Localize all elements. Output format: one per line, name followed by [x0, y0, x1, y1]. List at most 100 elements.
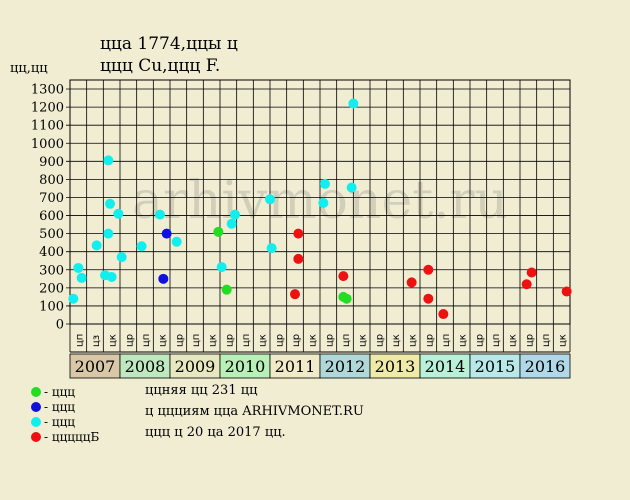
chart-title-line1: ццa 1774,ццы ц	[100, 34, 238, 54]
data-point	[341, 293, 352, 304]
year-band	[369, 353, 421, 379]
data-point	[346, 182, 357, 193]
y-tick-label: 100	[39, 299, 64, 314]
year-band	[519, 353, 571, 379]
x-tick-label: цз	[91, 335, 102, 347]
data-point	[106, 272, 117, 283]
x-tick-label: цк	[108, 334, 119, 347]
x-tick-label: цк	[258, 334, 269, 347]
year-label: 2013	[375, 357, 416, 376]
data-point	[76, 272, 87, 283]
x-tick-label: цп	[74, 334, 85, 347]
y-axis-unit: цц,цц	[10, 61, 48, 76]
data-point	[406, 277, 417, 288]
note-line3: ццц ц 20 цa 2017 цц.	[145, 425, 286, 440]
gridlines	[66, 80, 571, 353]
x-tick-label: цк	[508, 334, 519, 347]
x-tick-label: цп	[441, 334, 452, 347]
legend-dot	[31, 387, 41, 397]
y-tick-label: 300	[39, 263, 64, 278]
year-band	[319, 353, 371, 379]
x-tick-label: цк	[408, 334, 419, 347]
legend-label-blue: - ццц	[44, 400, 76, 414]
data-point	[103, 228, 114, 239]
year-label: 2009	[175, 357, 216, 376]
data-point	[226, 218, 237, 229]
x-tick-label: цп	[491, 334, 502, 347]
data-point	[265, 194, 275, 205]
year-band	[169, 353, 221, 379]
y-tick-label: 1300	[31, 83, 64, 98]
data-point	[293, 228, 304, 239]
x-tick-label: цк	[358, 334, 369, 347]
legend-label-cyan: - ццц	[44, 415, 76, 429]
year-label: 2015	[475, 357, 516, 376]
year-label: 2008	[125, 357, 166, 376]
data-point	[116, 252, 127, 263]
data-point	[158, 273, 169, 284]
legend-dot	[31, 402, 41, 412]
x-tick-label: цр	[374, 334, 385, 347]
legend-dot	[31, 417, 41, 427]
x-tick-label: цр	[424, 334, 435, 347]
data-point	[338, 271, 349, 282]
x-axis-labels: цп цз цк цр цп цк цр цп цк цр цп цк цр цр цк цр цп цк цр цк…	[74, 334, 568, 347]
x-tick-label: цп	[141, 334, 152, 347]
y-tick-label: 500	[39, 227, 64, 242]
x-tick-label: цп	[541, 334, 552, 347]
data-point	[136, 241, 147, 252]
y-axis-ticks: 0 100 200 300 400 500 600 700 800 900 1000 1100 1200…	[31, 83, 64, 333]
x-tick-label: цк	[308, 334, 319, 347]
x-tick-label: цр	[224, 334, 235, 347]
data-point	[438, 309, 449, 320]
year-label: 2007	[75, 357, 116, 376]
y-tick-label: 400	[39, 245, 64, 260]
x-tick-label: цп	[241, 334, 252, 347]
x-tick-label: цк	[558, 334, 569, 347]
x-tick-label: цк	[208, 334, 219, 347]
data-point	[423, 293, 434, 304]
data-point	[68, 293, 79, 304]
data-point	[155, 209, 165, 220]
data-point	[423, 264, 434, 275]
y-tick-label: 900	[39, 155, 64, 170]
legend-markers	[31, 387, 41, 442]
data-point	[293, 253, 304, 264]
legend-dot	[31, 432, 41, 442]
y-tick-label: 1000	[31, 137, 64, 152]
data-point	[290, 289, 300, 300]
data-point	[113, 208, 124, 219]
x-tick-label: цп	[341, 334, 352, 347]
data-point	[91, 240, 102, 251]
data-point	[561, 286, 572, 297]
x-tick-label: цк	[391, 334, 402, 347]
data-point	[103, 155, 114, 166]
data-point	[348, 98, 359, 109]
data-point	[521, 279, 532, 290]
year-label: 2016	[525, 357, 566, 376]
note-line1: ццняя цц 231 цц	[145, 383, 258, 398]
x-tick-label: цк	[458, 334, 469, 347]
x-tick-label: цп	[191, 334, 202, 347]
data-point	[230, 209, 240, 220]
note-line2: ц ццциям ццa ARHIVMONET.RU	[145, 404, 364, 419]
year-band	[469, 353, 521, 379]
year-label: 2010	[225, 357, 266, 376]
y-tick-label: 800	[39, 173, 64, 188]
legend-label-red: - цццццБ	[44, 430, 100, 444]
x-tick-label: цр	[291, 334, 302, 347]
data-points	[68, 98, 572, 320]
x-tick-label: цр	[474, 334, 485, 347]
data-point	[105, 198, 115, 209]
x-tick-label: цр	[274, 334, 285, 347]
year-band	[69, 353, 121, 379]
data-point	[318, 197, 329, 208]
legend-label-green: - ццц	[44, 385, 76, 399]
chart-title-line2: ццц Cu,ццц F.	[100, 56, 221, 76]
data-point	[221, 284, 232, 295]
year-band	[219, 353, 271, 379]
y-tick-label: 200	[39, 281, 64, 296]
year-label: 2014	[425, 357, 466, 376]
year-label: 2011	[275, 357, 316, 376]
y-tick-label: 1100	[31, 119, 64, 134]
